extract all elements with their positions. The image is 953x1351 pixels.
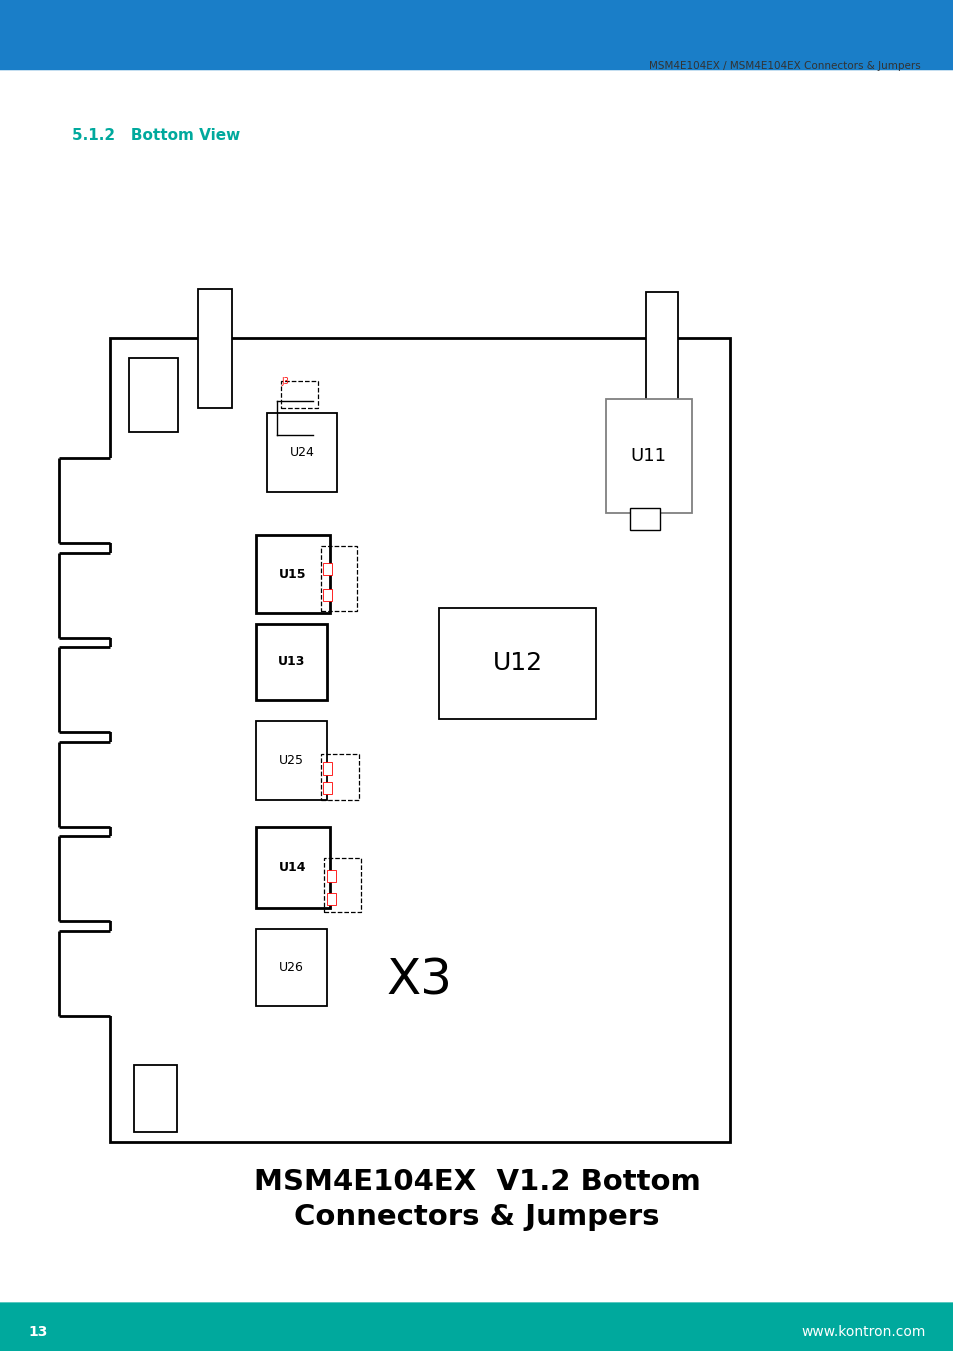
Bar [110, 338, 729, 1142]
Bar [57, 931, 113, 1016]
Text: MSM4E104EX / MSM4E104EX Connectors & Jumpers: MSM4E104EX / MSM4E104EX Connectors & Jum… [648, 61, 920, 70]
Bar [133, 1065, 177, 1132]
Text: J3: J3 [281, 377, 289, 386]
Bar [645, 292, 678, 411]
Bar [323, 589, 332, 601]
Bar [323, 563, 332, 576]
Bar [255, 827, 330, 908]
Bar [323, 762, 332, 774]
Bar [255, 721, 327, 800]
Bar [605, 399, 691, 513]
Text: U24: U24 [289, 446, 314, 459]
Text: U25: U25 [278, 754, 304, 767]
FancyBboxPatch shape [0, 0, 953, 70]
Bar [281, 381, 317, 408]
Bar [198, 289, 232, 408]
Bar [255, 624, 327, 700]
Text: www.kontron.com: www.kontron.com [801, 1325, 924, 1339]
Bar [320, 546, 356, 611]
Text: Connectors & Jumpers: Connectors & Jumpers [294, 1204, 659, 1231]
Bar [323, 782, 332, 794]
Bar [629, 508, 659, 530]
Text: X3: X3 [386, 957, 453, 1005]
FancyBboxPatch shape [0, 1302, 953, 1351]
Text: U11: U11 [630, 447, 666, 465]
Bar [255, 535, 330, 613]
Text: U14: U14 [279, 861, 306, 874]
Text: 13: 13 [29, 1325, 48, 1339]
Bar [255, 929, 327, 1006]
Bar [327, 870, 335, 882]
Bar [57, 553, 113, 638]
Bar [327, 893, 335, 905]
Bar [320, 754, 358, 800]
Bar [324, 858, 360, 912]
Text: MSM4E104EX  V1.2 Bottom: MSM4E104EX V1.2 Bottom [253, 1169, 700, 1196]
Bar [57, 742, 113, 827]
Text: U26: U26 [278, 962, 304, 974]
Text: 5.1.2   Bottom View: 5.1.2 Bottom View [71, 128, 239, 143]
Bar [438, 608, 596, 719]
Bar [57, 836, 113, 921]
Text: U13: U13 [277, 655, 305, 669]
Bar [57, 647, 113, 732]
Bar [267, 413, 336, 492]
Bar [129, 358, 178, 432]
Text: U12: U12 [492, 651, 542, 676]
Bar [57, 458, 113, 543]
Text: U15: U15 [279, 567, 306, 581]
